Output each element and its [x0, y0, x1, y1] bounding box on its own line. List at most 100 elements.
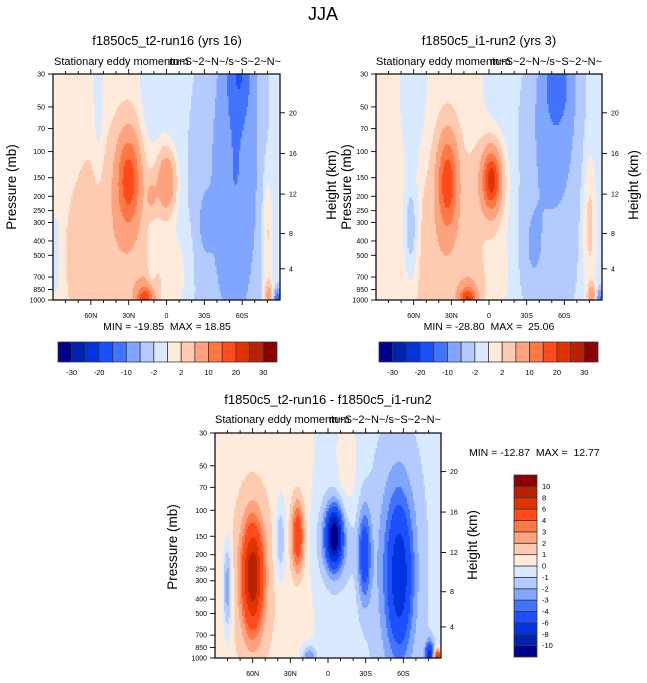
contour-fill — [536, 83, 548, 85]
contour-fill — [511, 180, 521, 183]
contour-fill — [249, 80, 258, 82]
contour-fill — [461, 132, 488, 135]
contour-fill — [596, 281, 602, 283]
contour-fill — [270, 191, 280, 193]
contour-fill — [569, 171, 582, 174]
contour-fill — [452, 171, 456, 174]
contour-fill — [404, 186, 419, 189]
contour-fill — [53, 227, 58, 229]
contour-fill — [457, 233, 497, 235]
contour-fill — [264, 285, 273, 288]
contour-fill — [101, 128, 111, 130]
contour-fill — [407, 218, 416, 220]
contour-fill — [434, 182, 440, 184]
contour-fill — [173, 170, 177, 172]
contour-fill — [437, 150, 443, 153]
contour-fill — [275, 284, 280, 286]
contour-fill — [425, 102, 447, 105]
contour-fill — [518, 192, 540, 195]
contour-fill — [403, 144, 420, 147]
contour-fill — [418, 228, 422, 231]
contour-fill — [99, 135, 108, 138]
contour-fill — [587, 167, 594, 169]
contour-fill — [182, 290, 196, 292]
contour-fill — [461, 183, 479, 186]
contour-fill — [532, 264, 537, 267]
contour-fill — [421, 234, 438, 237]
contour-fill — [403, 237, 408, 240]
contour-fill — [554, 207, 581, 210]
contour-fill — [536, 141, 573, 144]
contour-fill — [376, 155, 405, 157]
contour-fill — [497, 159, 501, 162]
contour-fill — [421, 249, 441, 252]
contour-fill — [520, 276, 578, 279]
contour-fill — [479, 164, 485, 166]
contour-fill — [454, 156, 459, 159]
contour-fill — [541, 245, 579, 247]
contour-fill — [376, 291, 419, 294]
contour-fill — [485, 278, 509, 280]
contour-fill — [255, 215, 262, 217]
contour-fill — [147, 237, 178, 240]
contour-fill — [587, 231, 593, 234]
contour-fill — [595, 174, 602, 177]
contour-fill — [257, 134, 268, 136]
contour-fill — [266, 284, 273, 286]
contour-fill — [485, 170, 491, 172]
contour-fill — [455, 239, 491, 241]
contour-fill — [596, 266, 602, 268]
contour-fill — [403, 195, 419, 198]
contour-fill — [460, 209, 482, 211]
contour-fill — [449, 206, 456, 208]
contour-fill — [536, 156, 572, 159]
contour-fill — [156, 275, 160, 277]
contour-fill — [478, 176, 483, 178]
contour-fill — [179, 159, 189, 162]
contour-fill — [571, 161, 584, 163]
contour-fill — [434, 209, 441, 211]
contour-fill — [230, 119, 246, 121]
contour-fill — [180, 188, 189, 190]
contour-fill — [596, 261, 602, 264]
contour-fill — [578, 222, 584, 225]
contour-fill — [140, 222, 151, 225]
contour-fill — [575, 284, 585, 286]
contour-fill — [485, 179, 489, 181]
contour-fill — [442, 188, 453, 190]
contour-fill — [376, 143, 404, 145]
contour-fill — [520, 179, 539, 181]
contour-fill — [113, 167, 120, 169]
contour-fill — [586, 104, 602, 106]
contour-fill — [168, 146, 177, 148]
contour-fill — [574, 293, 585, 295]
contour-fill — [596, 296, 600, 298]
contour-fill — [454, 159, 461, 162]
contour-fill — [188, 132, 214, 135]
contour-fill — [409, 200, 414, 202]
contour-fill — [269, 78, 280, 81]
contour-fill — [487, 167, 497, 169]
contour-fill — [439, 189, 443, 192]
contour-fill — [416, 258, 420, 261]
contour-fill — [264, 213, 273, 216]
contour-fill — [577, 275, 585, 277]
contour-fill — [536, 165, 570, 168]
contour-fill — [189, 215, 201, 217]
contour-fill — [518, 161, 537, 163]
contour-fill — [174, 156, 178, 159]
contour-fill — [95, 129, 102, 132]
contour-fill — [586, 107, 602, 109]
contour-fill — [194, 263, 216, 265]
contour-fill — [485, 296, 506, 298]
contour-fill — [155, 291, 162, 294]
contour-fill — [596, 239, 602, 241]
contour-fill — [436, 227, 459, 229]
contour-fill — [59, 254, 67, 256]
contour-fill — [264, 281, 267, 283]
contour-fill — [144, 117, 190, 120]
contour-fill — [263, 297, 265, 300]
contour-fill — [407, 221, 416, 223]
contour-fill — [481, 209, 500, 211]
contour-fill — [182, 257, 195, 259]
